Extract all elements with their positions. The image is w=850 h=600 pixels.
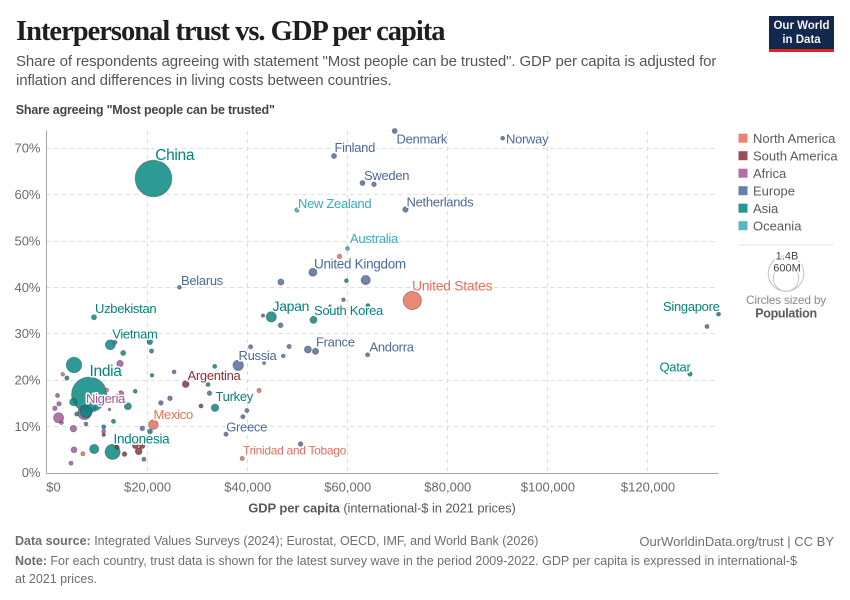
svg-text:France: France <box>316 335 355 350</box>
svg-text:50%: 50% <box>14 233 40 248</box>
svg-text:GDP per capita (international-: GDP per capita (international-$ in 2021 … <box>248 501 515 516</box>
svg-text:Africa: Africa <box>753 166 787 181</box>
svg-text:Argentina: Argentina <box>188 368 242 383</box>
svg-text:70%: 70% <box>14 141 40 156</box>
svg-text:Qatar: Qatar <box>660 360 692 375</box>
svg-text:New Zealand: New Zealand <box>298 196 371 211</box>
svg-text:10%: 10% <box>14 419 40 434</box>
svg-text:1.4B: 1.4B <box>776 251 799 263</box>
svg-text:North America: North America <box>753 131 836 146</box>
svg-text:South America: South America <box>753 148 838 163</box>
svg-text:600M: 600M <box>773 263 801 275</box>
svg-text:Russia: Russia <box>239 348 278 363</box>
svg-text:Mexico: Mexico <box>154 407 193 422</box>
svg-text:30%: 30% <box>14 326 40 341</box>
svg-text:Trinidad and Tobago: Trinidad and Tobago <box>243 443 347 457</box>
svg-text:Asia: Asia <box>753 201 779 216</box>
svg-text:$60,000: $60,000 <box>324 480 371 495</box>
svg-text:Australia: Australia <box>350 231 399 246</box>
svg-text:Belarus: Belarus <box>181 273 224 288</box>
svg-text:Denmark: Denmark <box>397 132 448 147</box>
svg-text:0%: 0% <box>22 465 41 480</box>
svg-text:$80,000: $80,000 <box>424 480 471 495</box>
svg-text:Vietnam: Vietnam <box>112 326 157 341</box>
svg-text:Japan: Japan <box>273 298 310 314</box>
svg-text:$100,000: $100,000 <box>521 480 575 495</box>
svg-text:Singapore: Singapore <box>663 299 720 314</box>
svg-text:South Korea: South Korea <box>314 303 384 318</box>
svg-text:Sweden: Sweden <box>364 168 409 183</box>
svg-text:Circles sized by: Circles sized by <box>746 293 826 307</box>
svg-text:$120,000: $120,000 <box>621 480 675 495</box>
svg-text:Andorra: Andorra <box>370 340 415 355</box>
svg-text:$20,000: $20,000 <box>124 480 171 495</box>
svg-text:Uzbekistan: Uzbekistan <box>95 301 156 316</box>
svg-text:United Kingdom: United Kingdom <box>314 256 406 271</box>
svg-text:$40,000: $40,000 <box>224 480 271 495</box>
svg-text:United States: United States <box>412 278 492 294</box>
svg-text:Oceania: Oceania <box>753 218 802 233</box>
svg-text:40%: 40% <box>14 280 40 295</box>
svg-text:Turkey: Turkey <box>216 389 254 404</box>
svg-text:Population: Population <box>755 307 817 321</box>
svg-text:Greece: Greece <box>226 420 267 435</box>
svg-text:Indonesia: Indonesia <box>114 432 171 447</box>
svg-text:Netherlands: Netherlands <box>407 195 475 210</box>
svg-text:Finland: Finland <box>335 140 376 155</box>
svg-text:$0: $0 <box>46 480 60 495</box>
svg-text:China: China <box>155 147 195 164</box>
svg-text:Europe: Europe <box>753 183 795 198</box>
svg-text:India: India <box>90 363 123 380</box>
svg-text:20%: 20% <box>14 373 40 388</box>
svg-text:Nigeria: Nigeria <box>86 391 126 406</box>
svg-text:Norway: Norway <box>506 132 549 147</box>
svg-text:60%: 60% <box>14 187 40 202</box>
